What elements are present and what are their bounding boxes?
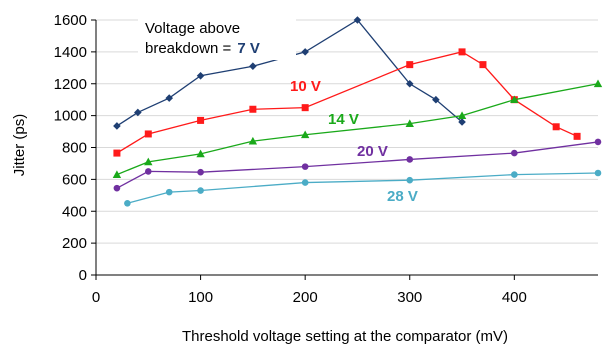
- y-tick-label: 1000: [54, 108, 87, 125]
- series-3: [113, 138, 602, 192]
- series-labels: 10 V 14 V 20 V 28 V: [290, 78, 418, 205]
- x-tick-label: 0: [92, 289, 100, 306]
- data-point: [573, 132, 581, 140]
- data-point: [112, 170, 122, 178]
- series-layer: [112, 16, 603, 207]
- data-point: [134, 108, 142, 117]
- y-tick-label: 1200: [54, 76, 87, 93]
- data-point: [405, 119, 414, 127]
- data-point: [113, 122, 121, 130]
- x-axis-ticks: 0 100 200 300 400: [92, 275, 527, 306]
- data-point: [458, 48, 466, 56]
- data-point: [458, 118, 466, 126]
- data-point: [301, 163, 309, 170]
- y-tick-label: 1400: [54, 44, 87, 61]
- y-tick-label: 200: [62, 235, 87, 252]
- data-point: [248, 136, 258, 145]
- x-tick-label: 200: [293, 289, 318, 306]
- data-point: [301, 104, 309, 112]
- legend-background: [138, 14, 296, 60]
- series-2: [112, 79, 603, 178]
- y-tick-label: 800: [62, 140, 87, 157]
- data-point: [406, 176, 414, 184]
- data-point: [406, 61, 414, 69]
- data-point: [300, 130, 310, 139]
- data-point: [249, 105, 257, 113]
- series-label-10v: 10 V: [290, 78, 321, 95]
- y-tick-label: 1600: [54, 12, 87, 29]
- data-point: [353, 16, 362, 24]
- y-tick-label: 600: [62, 171, 87, 188]
- data-point: [479, 61, 487, 69]
- data-point: [165, 94, 174, 102]
- y-tick-label: 400: [62, 203, 87, 220]
- data-point: [511, 149, 518, 157]
- data-point: [144, 130, 152, 138]
- series-1: [113, 48, 581, 157]
- data-point: [197, 187, 204, 194]
- series-label-28v: 28 V: [387, 188, 418, 205]
- y-tick-label: 0: [79, 267, 87, 284]
- data-point: [196, 149, 205, 158]
- legend-line-2: breakdown = 7 V: [145, 40, 260, 57]
- data-point: [144, 168, 152, 175]
- y-axis-title: Jitter (ps): [11, 114, 28, 177]
- legend-line-1: Voltage above: [145, 20, 240, 37]
- data-point: [113, 149, 121, 157]
- data-point: [594, 138, 602, 146]
- data-point: [405, 79, 414, 88]
- legend-line-2-value: 7 V: [237, 40, 260, 57]
- data-point: [510, 95, 519, 104]
- data-point: [432, 95, 440, 104]
- x-tick-label: 100: [188, 289, 213, 306]
- data-point: [196, 71, 205, 80]
- data-point: [301, 179, 309, 186]
- legend-line-2-text: breakdown =: [145, 40, 232, 57]
- x-tick-label: 300: [397, 289, 422, 306]
- data-point: [124, 199, 131, 207]
- data-point: [593, 79, 603, 88]
- data-point: [511, 171, 518, 178]
- data-point: [144, 157, 153, 166]
- data-point: [113, 184, 121, 192]
- data-point: [457, 111, 467, 119]
- data-point: [165, 188, 173, 196]
- data-point: [249, 62, 257, 71]
- x-axis-title: Threshold voltage setting at the compara…: [182, 328, 508, 345]
- legend-box: Voltage above breakdown = 7 V: [138, 14, 296, 60]
- data-point: [406, 156, 414, 163]
- data-point: [301, 48, 309, 56]
- x-tick-label: 400: [502, 289, 527, 306]
- data-point: [552, 123, 560, 131]
- data-point: [197, 168, 204, 176]
- series-4: [124, 169, 602, 207]
- series-label-20v: 20 V: [357, 143, 388, 160]
- series-label-14v: 14 V: [328, 111, 359, 128]
- data-point: [197, 116, 205, 124]
- y-axis-ticks: 0 200 400 600 800 1000 1200 1400 1600: [54, 12, 96, 284]
- data-point: [594, 169, 602, 177]
